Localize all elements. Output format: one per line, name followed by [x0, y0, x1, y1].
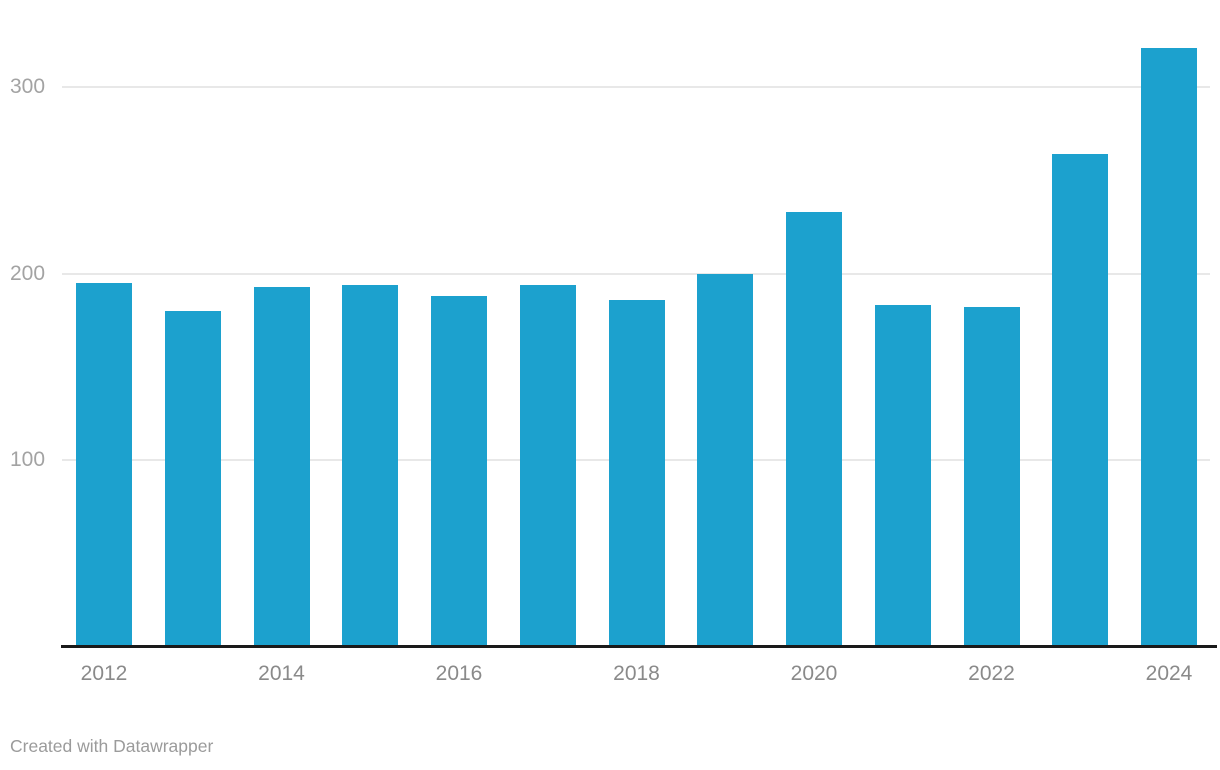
- bar-2016[interactable]: [431, 296, 487, 647]
- bar-2020[interactable]: [786, 211, 842, 647]
- x-axis-tick-label-2014: 2014: [258, 662, 305, 685]
- y-gridline-200: [62, 272, 1210, 275]
- x-axis-tick-label-2024: 2024: [1145, 662, 1193, 685]
- x-axis-tick-label-2020: 2020: [790, 662, 838, 685]
- x-axis-tick-label-2018: 2018: [613, 662, 660, 685]
- bar-2017[interactable]: [519, 284, 576, 647]
- y-gridline-300: [62, 85, 1210, 88]
- bar-2014[interactable]: [253, 286, 310, 647]
- bar-2023[interactable]: [1052, 154, 1109, 647]
- y-axis-tick-label-200: 200: [10, 261, 46, 285]
- bar-2015[interactable]: [342, 284, 399, 647]
- bar-2018[interactable]: [608, 299, 665, 647]
- y-axis-tick-label-300: 300: [10, 74, 46, 98]
- x-axis-line: [61, 645, 1217, 648]
- x-axis-tick-label-2022: 2022: [968, 662, 1015, 685]
- y-axis-tick-label-100: 100: [10, 448, 46, 472]
- bar-2022[interactable]: [963, 307, 1020, 647]
- bar-2012[interactable]: [76, 282, 132, 647]
- x-axis-tick-label-2012: 2012: [80, 662, 128, 685]
- bar-2019[interactable]: [697, 273, 754, 647]
- bar-2021[interactable]: [874, 305, 931, 647]
- bar-2024[interactable]: [1141, 47, 1197, 647]
- x-axis-tick-label-2016: 2016: [435, 662, 483, 685]
- datawrapper-attribution-link[interactable]: Created with Datawrapper: [10, 736, 214, 756]
- bar-2013[interactable]: [164, 310, 221, 647]
